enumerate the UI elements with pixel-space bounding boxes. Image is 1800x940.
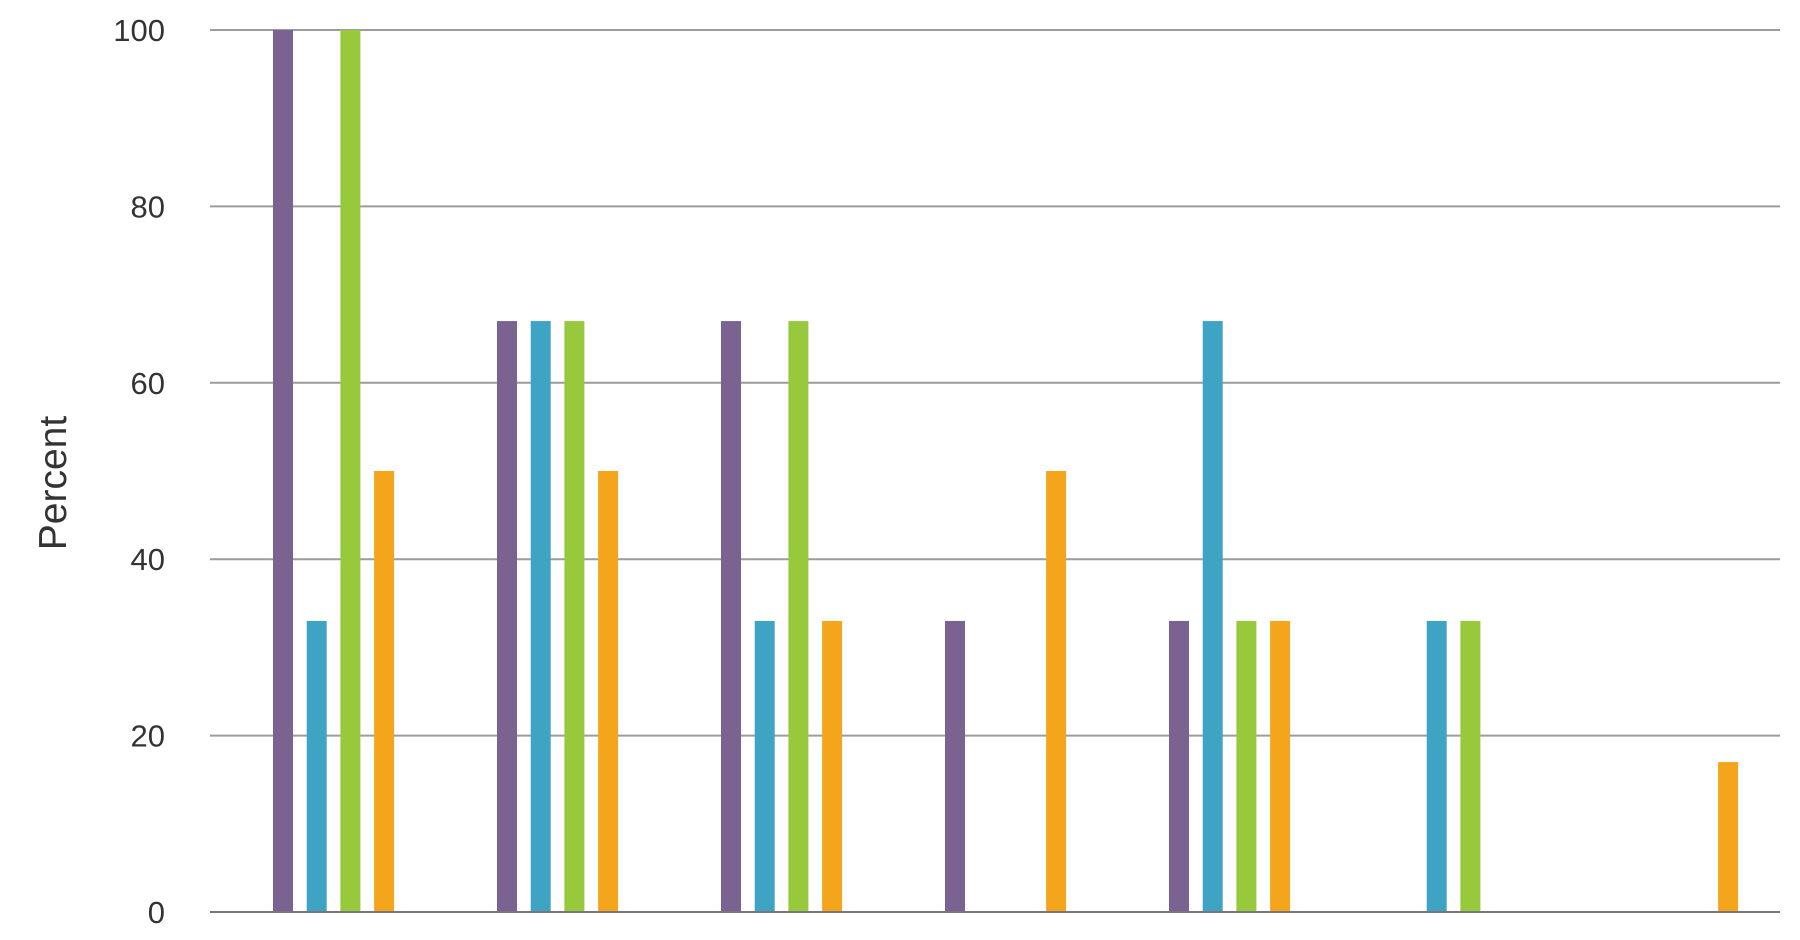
bar [1202, 321, 1223, 912]
y-axis-title: Percent [32, 416, 75, 551]
bar [721, 321, 741, 912]
bar [1236, 620, 1257, 912]
bar [340, 30, 361, 912]
bar [754, 620, 775, 912]
y-tick-label: 40 [131, 542, 165, 577]
bar [1426, 620, 1447, 912]
bar [1046, 471, 1067, 912]
bar [945, 620, 965, 912]
y-tick-label: 100 [113, 13, 165, 48]
gridlines [210, 29, 1780, 737]
y-tick-label: 0 [148, 895, 165, 930]
bar [497, 321, 517, 912]
bar [273, 30, 293, 912]
y-tick-label: 80 [131, 189, 165, 224]
bar [598, 471, 619, 912]
y-tick-label: 20 [131, 719, 165, 754]
bar [1169, 620, 1189, 912]
bar [564, 321, 585, 912]
bar [1718, 762, 1739, 912]
bar [530, 321, 551, 912]
bar [1460, 620, 1481, 912]
y-tick-label: 60 [131, 366, 165, 401]
bar [788, 321, 809, 912]
bar [1270, 620, 1291, 912]
bar [374, 471, 395, 912]
bar [306, 620, 327, 912]
y-axis-ticks: 0 20 40 60 80 100 [113, 13, 165, 930]
bar [822, 620, 843, 912]
bars [273, 30, 1739, 912]
